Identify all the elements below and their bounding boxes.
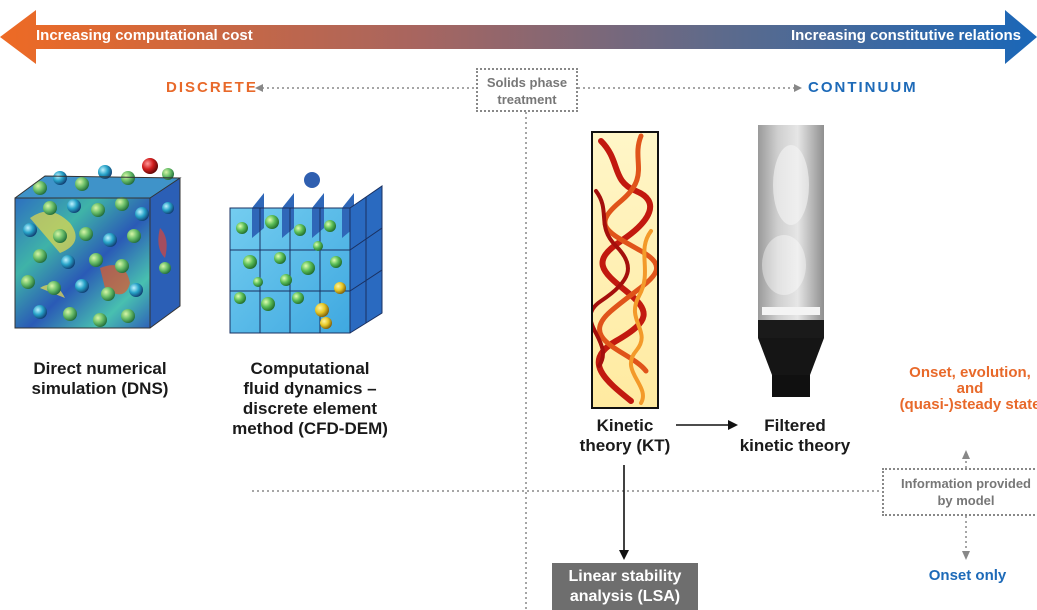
arrow-left-text: Increasing computational cost: [36, 27, 253, 44]
filtered-kt-label: Filtered kinetic theory: [739, 416, 851, 455]
continuum-label: CONTINUUM: [808, 79, 918, 96]
arrow-right-text: Increasing constitutive relations: [790, 27, 1021, 44]
lsa-box: Linear stability analysis (LSA): [552, 563, 698, 610]
solids-phase-box: Solids phase treatment: [476, 68, 578, 112]
cfd-dem-label: Computational fluid dynamics – discrete e…: [232, 359, 388, 438]
info-upper-label: Onset, evolution, and (quasi-)steady state: [899, 364, 1037, 413]
kt-label: Kinetic theory (KT): [579, 416, 671, 455]
filtered-kinetic-theory-image: [758, 125, 824, 397]
kinetic-theory-image: [591, 131, 659, 409]
information-box: Information provided by model: [882, 468, 1037, 516]
cfd-dem-cube-image: [229, 172, 383, 334]
info-lower-label: Onset only: [928, 567, 1007, 584]
discrete-label: DISCRETE: [166, 79, 258, 96]
cost-gradient-arrow: [0, 10, 1037, 64]
dns-cube-image: [14, 158, 182, 329]
dns-label: Direct numerical simulation (DNS): [31, 359, 169, 398]
